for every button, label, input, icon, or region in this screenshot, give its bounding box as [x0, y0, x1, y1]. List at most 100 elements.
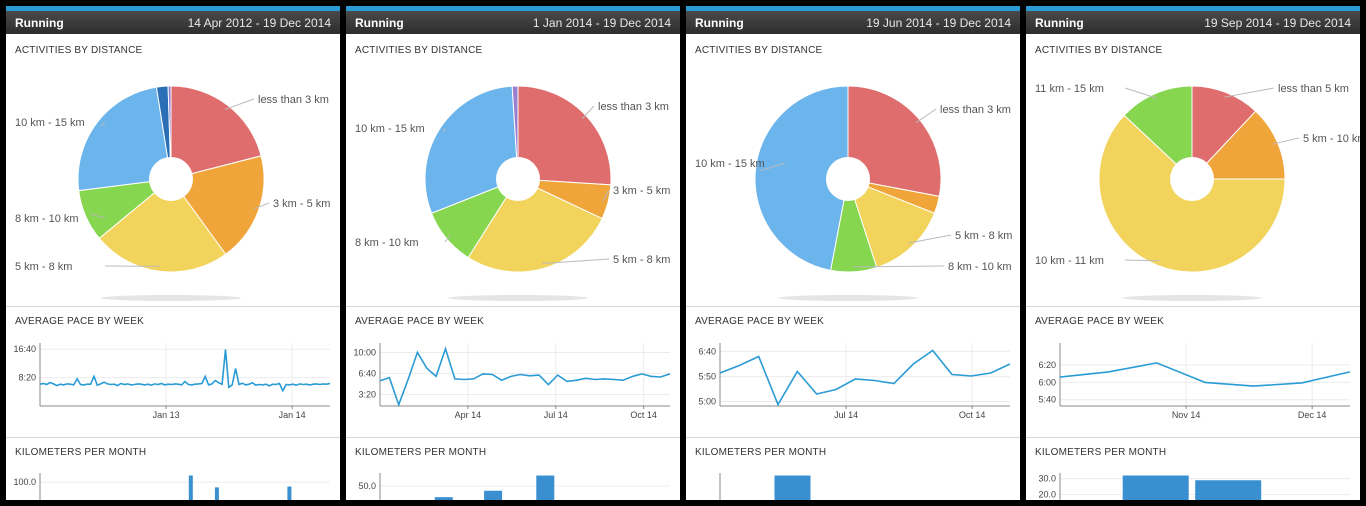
pace-y-tick-label: 6:40 — [698, 346, 716, 356]
pie-slice[interactable] — [170, 85, 262, 180]
km-y-tick-label: 100.0 — [13, 477, 36, 487]
pace-series-line[interactable] — [1059, 362, 1351, 387]
pie-hole — [1170, 157, 1214, 201]
km-bar[interactable] — [536, 475, 555, 500]
pie-leader-line — [1272, 137, 1300, 145]
divider — [1026, 306, 1360, 307]
pie-slice[interactable] — [77, 86, 172, 192]
pie-slice-label: 11 km - 15 km — [1035, 83, 1104, 95]
pie-slice[interactable] — [511, 85, 519, 180]
pace-y-tick-label: 6:00 — [1038, 377, 1056, 387]
pace-y-tick-label: 5:50 — [698, 372, 716, 382]
date-range[interactable]: 19 Jun 2014 - 19 Dec 2014 — [866, 16, 1011, 30]
pie-shadow — [1122, 295, 1262, 301]
pie-slice-label: 10 km - 15 km — [355, 123, 425, 135]
pie-slice[interactable] — [167, 85, 172, 180]
pace-y-tick-label: 6:40 — [358, 368, 376, 378]
pace-x-tick-label: Jan 13 — [153, 410, 180, 420]
pace-series-line[interactable] — [719, 349, 1011, 407]
pie-shadow — [448, 295, 588, 301]
pie-leader-line — [1224, 87, 1275, 98]
km-bar[interactable] — [214, 487, 219, 500]
average-pace-title: AVERAGE PACE BY WEEK — [1035, 316, 1165, 327]
km-bar[interactable] — [1122, 475, 1189, 500]
pie-slice[interactable] — [467, 178, 603, 273]
pie-slice-label: 3 km - 5 km — [613, 185, 670, 197]
accent-bar — [346, 6, 680, 11]
pace-y-tick-label: 6:20 — [1038, 360, 1056, 370]
pace-x-tick-label: Oct 14 — [959, 410, 986, 420]
pace-x-tick-label: Jul 14 — [544, 410, 568, 420]
pace-series-line[interactable] — [39, 349, 331, 393]
app-title: Running — [355, 16, 404, 30]
km-bar[interactable] — [1195, 480, 1262, 500]
app-title: Running — [695, 16, 744, 30]
pie-slice[interactable] — [1191, 85, 1257, 181]
pie-slice-label: 5 km - 8 km — [613, 254, 670, 266]
km-y-tick-label: 20.0 — [1038, 489, 1056, 499]
app-title: Running — [1035, 16, 1084, 30]
divider — [686, 306, 1020, 307]
pie-slice[interactable] — [1190, 110, 1286, 180]
kilometers-per-month-title: KILOMETERS PER MONTH — [15, 447, 147, 458]
km-bar[interactable] — [484, 490, 503, 500]
pie-leader-line — [542, 258, 610, 265]
km-bar[interactable] — [434, 497, 453, 500]
km-bar[interactable] — [774, 475, 811, 500]
km-bar[interactable] — [287, 486, 292, 500]
divider — [686, 437, 1020, 438]
pie-hole — [496, 157, 540, 201]
activities-by-distance-title: ACTIVITIES BY DISTANCE — [15, 45, 143, 56]
pace-y-tick-label: 10:00 — [353, 347, 376, 357]
panel-header: Running 14 Apr 2012 - 19 Dec 2014 — [6, 11, 340, 34]
activity-panel: Running 19 Sep 2014 - 19 Dec 2014 ACTIVITI… — [1026, 6, 1360, 500]
activities-by-distance-title: ACTIVITIES BY DISTANCE — [355, 45, 483, 56]
panel-header: Running 19 Jun 2014 - 19 Dec 2014 — [686, 11, 1020, 34]
pace-x-tick-label: Jul 14 — [834, 410, 858, 420]
pie-shadow — [778, 295, 918, 301]
pie-slice[interactable] — [754, 85, 849, 271]
pace-series-line[interactable] — [379, 346, 671, 408]
charts-canvas: less than 3 km 3 km - 5 km 5 km - 8 km 8 km… — [13, 85, 331, 500]
pace-x-tick-label: Oct 14 — [630, 410, 657, 420]
date-range[interactable]: 14 Apr 2012 - 19 Dec 2014 — [187, 16, 331, 30]
pie-leader-line — [444, 234, 451, 243]
accent-bar — [686, 6, 1020, 11]
average-pace-title: AVERAGE PACE BY WEEK — [15, 316, 145, 327]
pie-slice[interactable] — [98, 178, 227, 273]
divider — [6, 437, 340, 438]
kilometers-per-month-title: KILOMETERS PER MONTH — [355, 447, 487, 458]
pie-shadow — [101, 295, 241, 301]
kilometers-per-month-title: KILOMETERS PER MONTH — [1035, 447, 1167, 458]
pie-slice-label: 5 km - 8 km — [955, 230, 1012, 242]
pie-slice[interactable] — [170, 155, 265, 255]
pie-slice-label: less than 3 km — [940, 104, 1011, 116]
pace-y-tick-label: 3:20 — [358, 389, 376, 399]
pace-x-tick-label: Dec 14 — [1298, 410, 1327, 420]
activity-panel: Running 14 Apr 2012 - 19 Dec 2014 ACTIVITI… — [6, 6, 340, 500]
pie-slice[interactable] — [424, 85, 519, 214]
pie-leader-line — [443, 127, 446, 133]
app-title: Running — [15, 16, 64, 30]
divider — [346, 306, 680, 307]
pie-leader-line — [760, 162, 786, 172]
divider — [6, 306, 340, 307]
pie-slice-label: less than 3 km — [258, 94, 329, 106]
pie-slice-label: 10 km - 11 km — [1035, 255, 1104, 267]
pie-slice[interactable] — [1123, 85, 1193, 181]
pie-slice-label: 8 km - 10 km — [948, 261, 1012, 273]
pace-x-tick-label: Apr 14 — [455, 410, 482, 420]
pace-x-tick-label: Nov 14 — [1172, 410, 1201, 420]
km-bar[interactable] — [188, 475, 193, 500]
km-y-tick-label: 30.0 — [1038, 474, 1056, 484]
date-range[interactable]: 1 Jan 2014 - 19 Dec 2014 — [532, 16, 671, 30]
accent-bar — [6, 6, 340, 11]
pie-leader-line — [1124, 259, 1160, 262]
activities-by-distance-title: ACTIVITIES BY DISTANCE — [1035, 45, 1163, 56]
pie-slice-label: 5 km - 8 km — [15, 261, 72, 273]
activity-panel: Running 1 Jan 2014 - 19 Dec 2014 ACTIVITIE… — [346, 6, 680, 500]
date-range[interactable]: 19 Sep 2014 - 19 Dec 2014 — [1204, 16, 1351, 30]
pace-y-tick-label: 8:20 — [18, 373, 36, 383]
km-y-tick-label: 50.0 — [358, 481, 376, 491]
pie-leader-line — [602, 189, 610, 202]
